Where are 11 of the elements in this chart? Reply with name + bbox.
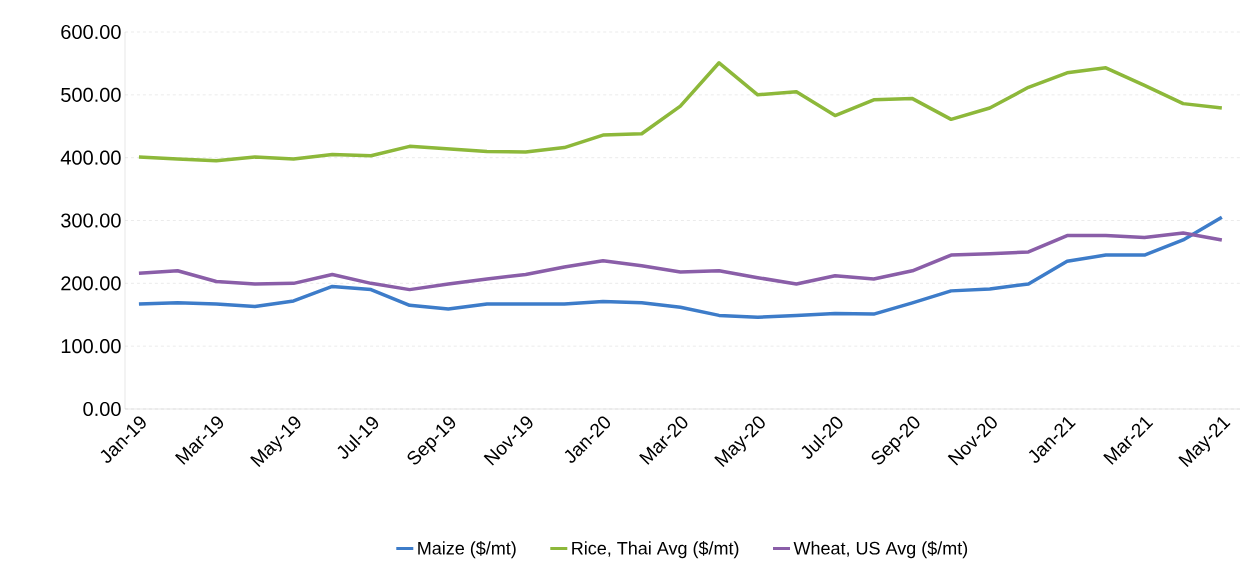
y-tick-label: 600.00 [61, 24, 121, 40]
y-tick-label: 300.00 [61, 213, 121, 228]
y-tick-label: 400.00 [60, 150, 121, 165]
y-tick-label: 0.00 [83, 401, 121, 417]
legend-label: Rice, Thai Avg ($/mt) [572, 541, 739, 559]
legend-label: Maize ($/mt) [418, 541, 516, 559]
legend-label: Wheat, US Avg ($/mt) [793, 541, 968, 559]
y-tick-label: 200.00 [61, 276, 121, 291]
y-tick-label: 100.00 [61, 339, 121, 354]
y-tick-label: 500.00 [61, 87, 121, 102]
line-series [137, 231, 1224, 292]
